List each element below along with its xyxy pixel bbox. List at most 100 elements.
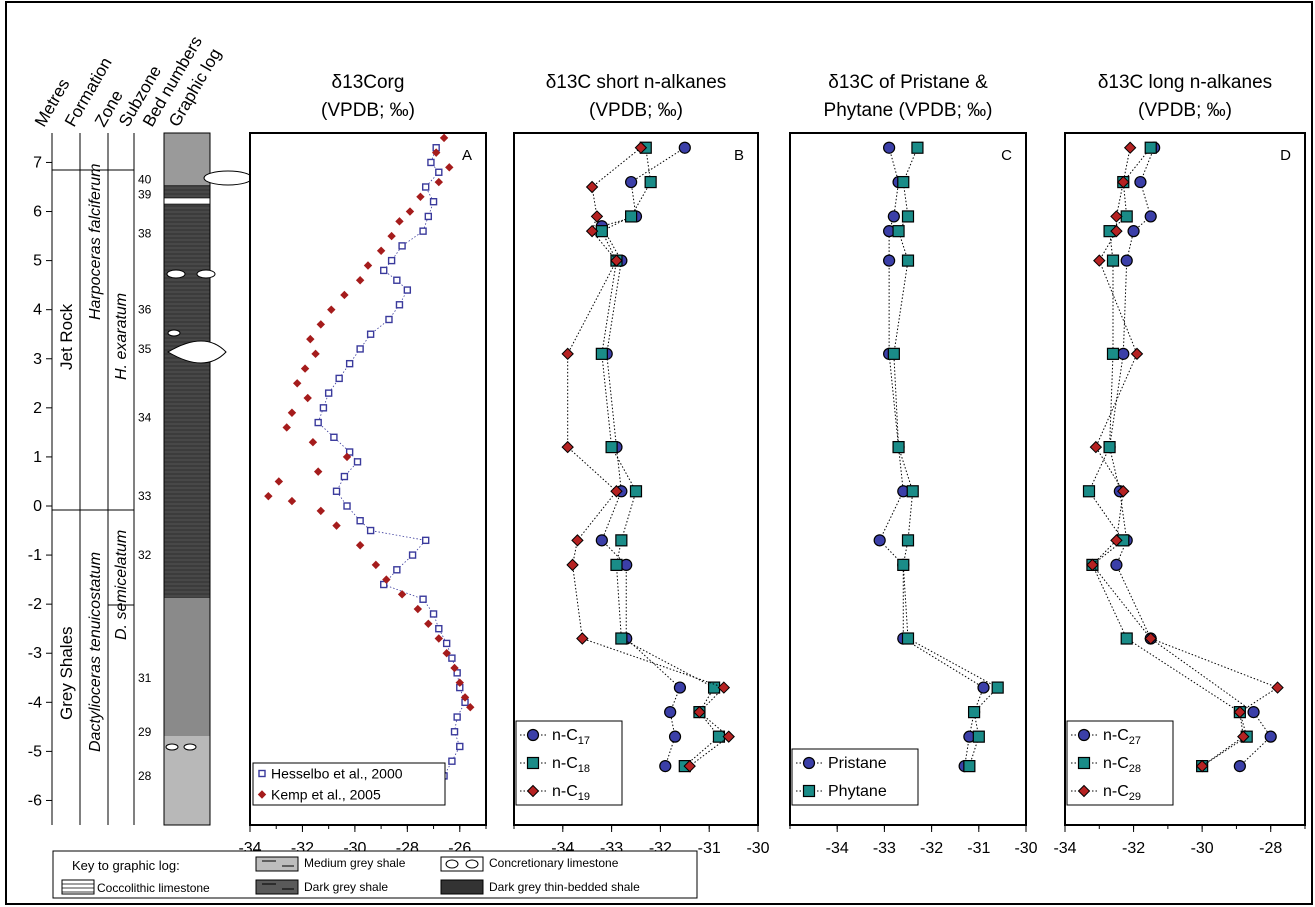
hesselbo-point (429, 198, 438, 206)
metre-tick-label: 6 (33, 204, 42, 221)
key-dark-grey-shale: Dark grey shale (304, 880, 388, 894)
bed-number-label: 39 (138, 187, 152, 201)
bed-number-label: 38 (138, 227, 152, 241)
bed-number-label: 32 (138, 548, 152, 562)
data-point (972, 730, 985, 743)
data-point (883, 141, 896, 154)
x-tick-label: -32 (1122, 840, 1145, 857)
metre-tick-label: 7 (33, 154, 42, 171)
kemp-point (371, 560, 381, 570)
data-point (722, 730, 735, 743)
x-tick-label: -34 (1053, 840, 1076, 857)
kemp-point (382, 575, 391, 584)
hesselbo-point (456, 742, 464, 751)
data-point (678, 141, 691, 154)
bed-number-label: 28 (138, 769, 152, 783)
hesselbo-point (387, 256, 396, 265)
legend-marker (526, 756, 540, 770)
hesselbo-point (345, 359, 354, 368)
panel-letter: A (462, 147, 472, 164)
data-point (1247, 706, 1260, 719)
concretion (203, 170, 253, 186)
kemp-point (311, 349, 320, 359)
data-point (1089, 440, 1103, 454)
legend-marker (802, 784, 816, 798)
data-point (906, 485, 919, 498)
kemp-point (363, 261, 373, 270)
data-point (892, 225, 905, 238)
legend-marker (526, 728, 540, 742)
data-point (1117, 485, 1130, 498)
kemp-point (466, 703, 475, 712)
metre-tick-label: 4 (33, 302, 42, 319)
data-point (1110, 224, 1123, 238)
hesselbo-point (403, 286, 412, 294)
kemp-point (455, 678, 464, 687)
formation-jet-rock: Jet Rock (57, 303, 76, 370)
data-point (566, 558, 579, 572)
legend-box (252, 762, 446, 806)
data-point (1086, 558, 1099, 572)
hesselbo-point (340, 472, 349, 481)
chart-panel-c: δ13C of Pristane & Phytane (VPDB; ‰) C -34 -… (789, 72, 1038, 857)
data-point (901, 254, 915, 267)
data-point (873, 534, 886, 547)
legend-label: Phytane (828, 783, 887, 800)
hesselbo-point (395, 301, 404, 309)
kemp-point (387, 231, 396, 241)
chart-subtitle: (VPDB; ‰) (321, 100, 415, 121)
kemp-point (332, 521, 341, 530)
kemp-point (413, 604, 423, 614)
chart-panel-a: δ13Corg(VPDB; ‰)A-34 -32 -30 -28 -26Hesselbo… (238, 72, 487, 857)
metre-tick-label: -2 (28, 596, 42, 613)
metre-tick-label: -3 (28, 645, 42, 662)
kemp-point (434, 177, 444, 187)
data-point (883, 254, 896, 267)
graphic-log-key: Key to graphic log: Coccolithic limeston… (52, 850, 698, 899)
data-point (1264, 730, 1277, 743)
kemp-point (308, 437, 318, 447)
x-tick-label: -30 (1191, 840, 1214, 857)
data-point (659, 760, 672, 773)
metre-tick-label: -1 (28, 547, 42, 564)
hesselbo-point (324, 389, 333, 397)
data-point (887, 347, 900, 360)
data-point (590, 210, 604, 223)
chart-panel-d: δ13C long n-alkanes (VPDB; ‰) D -34 -32 -30 -2… (1053, 72, 1306, 857)
hesselbo-point (453, 713, 461, 721)
key-dark-thin-bedded-shale: Dark grey thin-bedded shale (489, 880, 640, 894)
hesselbo-point (450, 728, 459, 736)
data-point (585, 180, 599, 194)
legend-marker (258, 769, 266, 778)
data-point (1110, 558, 1123, 571)
kemp-point (282, 423, 291, 432)
data-point (625, 175, 638, 189)
hesselbo-point (330, 433, 338, 441)
kemp-point (340, 290, 349, 300)
key-concretionary-limestone: Concretionary limestone (489, 856, 619, 870)
series-n-c29 (1086, 141, 1284, 773)
hesselbo-point (335, 374, 343, 383)
data-point (1120, 632, 1133, 645)
data-point (585, 224, 599, 238)
hesselbo-point (385, 315, 393, 324)
bed-number-label: 34 (138, 411, 152, 425)
chart-title: δ13C long n-alkanes (1098, 72, 1272, 93)
kemp-point (355, 276, 365, 285)
kemp-point (395, 217, 404, 226)
data-point (571, 534, 584, 547)
data-point (1110, 210, 1123, 223)
hesselbo-point (366, 330, 375, 338)
kemp-point (313, 467, 323, 476)
data-point (892, 440, 905, 454)
kemp-point (316, 506, 326, 516)
x-tick-label: -32 (920, 840, 943, 857)
x-tick-label: -31 (698, 840, 721, 857)
hesselbo-point (435, 168, 443, 176)
chart-subtitle: (VPDB; ‰) (589, 100, 683, 121)
data-point (1271, 681, 1284, 694)
data-point (977, 681, 990, 694)
zone-falciferum: Harpoceras falciferum (87, 164, 104, 321)
